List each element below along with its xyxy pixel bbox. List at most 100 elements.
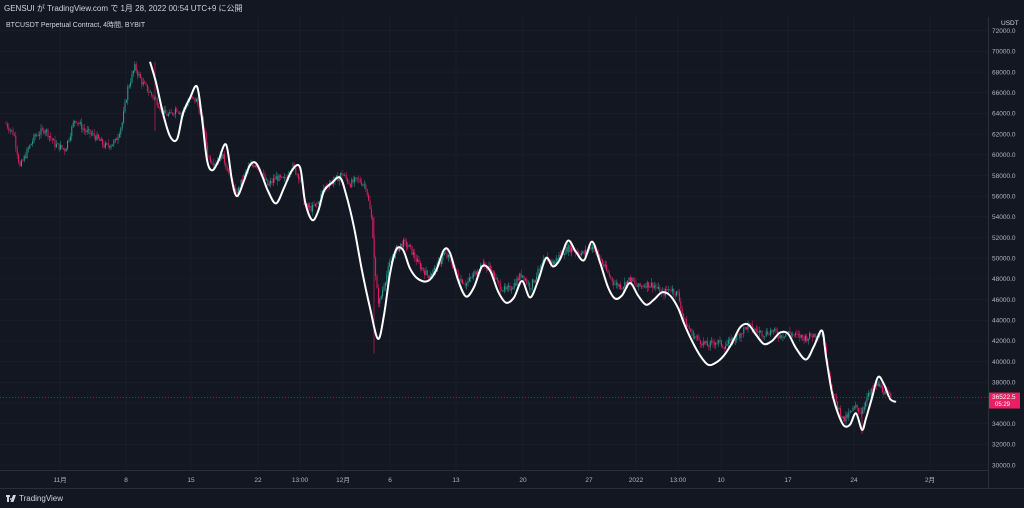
candle-body [879,383,881,387]
candle-body [274,178,276,180]
candle-body [769,330,771,336]
candle-body [811,336,813,338]
price-tick-label: 52000.0 [992,235,1016,242]
candle-body [474,271,476,274]
candle-body [306,204,308,207]
candle-body [214,164,216,166]
candle-body [236,191,238,196]
candle-body [422,267,424,271]
candle-body [704,341,706,344]
price-tick-label: 32000.0 [992,442,1016,449]
candle-body [856,404,858,409]
candle-body [11,129,13,131]
candle-body [116,138,118,141]
candle-body [604,264,606,267]
candle-body [417,259,419,262]
candle-body [351,179,353,187]
candle-body [888,392,890,394]
candle-body [467,281,469,284]
price-chart[interactable]: 30000.032000.034000.036000.038000.040000… [0,17,1024,488]
candle-body [834,393,836,396]
candle-body [296,174,298,175]
candle-body [748,323,750,324]
candle-body [407,246,409,248]
candle-body [848,412,850,418]
candle-body [505,286,507,290]
candle-body [552,261,554,265]
price-tick-label: 70000.0 [992,49,1016,56]
candle-body [104,143,106,148]
candle-body [655,285,657,287]
candle-body [880,385,882,387]
candle-body [114,138,116,142]
candle-body [152,95,154,99]
candle-body [225,162,227,168]
candle-body [530,288,532,290]
candle-body [176,108,178,112]
candle-body [659,287,661,295]
candle-body [155,97,157,100]
candle-body [400,243,402,247]
candle-body [797,334,799,335]
candle-body [179,112,181,115]
publish-header: GENSUI が TradingView.com で 1月 28, 2022 0… [0,0,1024,17]
candle-body [747,323,749,330]
candle-body [657,287,659,289]
candle-body [348,182,350,185]
candle-body [298,174,300,180]
candle-body [376,276,378,289]
candle-body [292,164,294,170]
candle-body [15,135,17,148]
candle-body [342,174,344,176]
candle-body [379,299,381,304]
candle-body [137,70,139,76]
candle-body [53,139,55,141]
candle-body [741,333,743,335]
candle-body [676,291,678,296]
candle-body [383,286,385,291]
candle-body [566,247,568,252]
candle-body [509,285,511,290]
time-tick-label: 6 [388,477,392,484]
candle-body [768,334,770,336]
candle-body [159,107,161,110]
candle-body [169,112,171,115]
candle-body [699,340,701,345]
candle-body [180,113,182,115]
candle-body [666,289,668,291]
candle-body [765,331,767,337]
candle-body [800,334,802,338]
candle-body [309,206,311,208]
candle-body [121,122,123,129]
candle-body [173,113,175,115]
price-axis: 30000.032000.034000.036000.038000.040000… [992,28,1016,469]
candle-body [359,178,361,183]
candle-body [796,333,798,335]
candle-body [251,164,253,166]
candle-body [523,275,525,281]
candle-body [652,282,654,289]
candle-body [622,286,624,289]
chart-area[interactable]: 30000.032000.034000.036000.038000.040000… [0,17,1024,488]
tradingview-logo[interactable]: TradingView [6,494,63,503]
candle-body [597,251,599,255]
candle-body [372,217,374,238]
candle-body [643,286,645,287]
candle-body [634,281,636,283]
candle-body [890,393,892,397]
candle-body [450,257,452,263]
candle-body [709,341,711,348]
price-tick-label: 60000.0 [992,152,1016,159]
candle-body [76,122,78,124]
candle-body [681,309,683,314]
time-tick-label: 22 [254,477,262,484]
candle-body [139,74,141,79]
candle-body [124,102,126,112]
price-tick-label: 58000.0 [992,173,1016,180]
candle-body [20,160,22,166]
candle-body [782,336,784,338]
candle-body [85,130,87,133]
time-tick-label: 2月 [925,476,935,484]
candle-body [841,416,843,419]
candle-body [746,327,748,330]
